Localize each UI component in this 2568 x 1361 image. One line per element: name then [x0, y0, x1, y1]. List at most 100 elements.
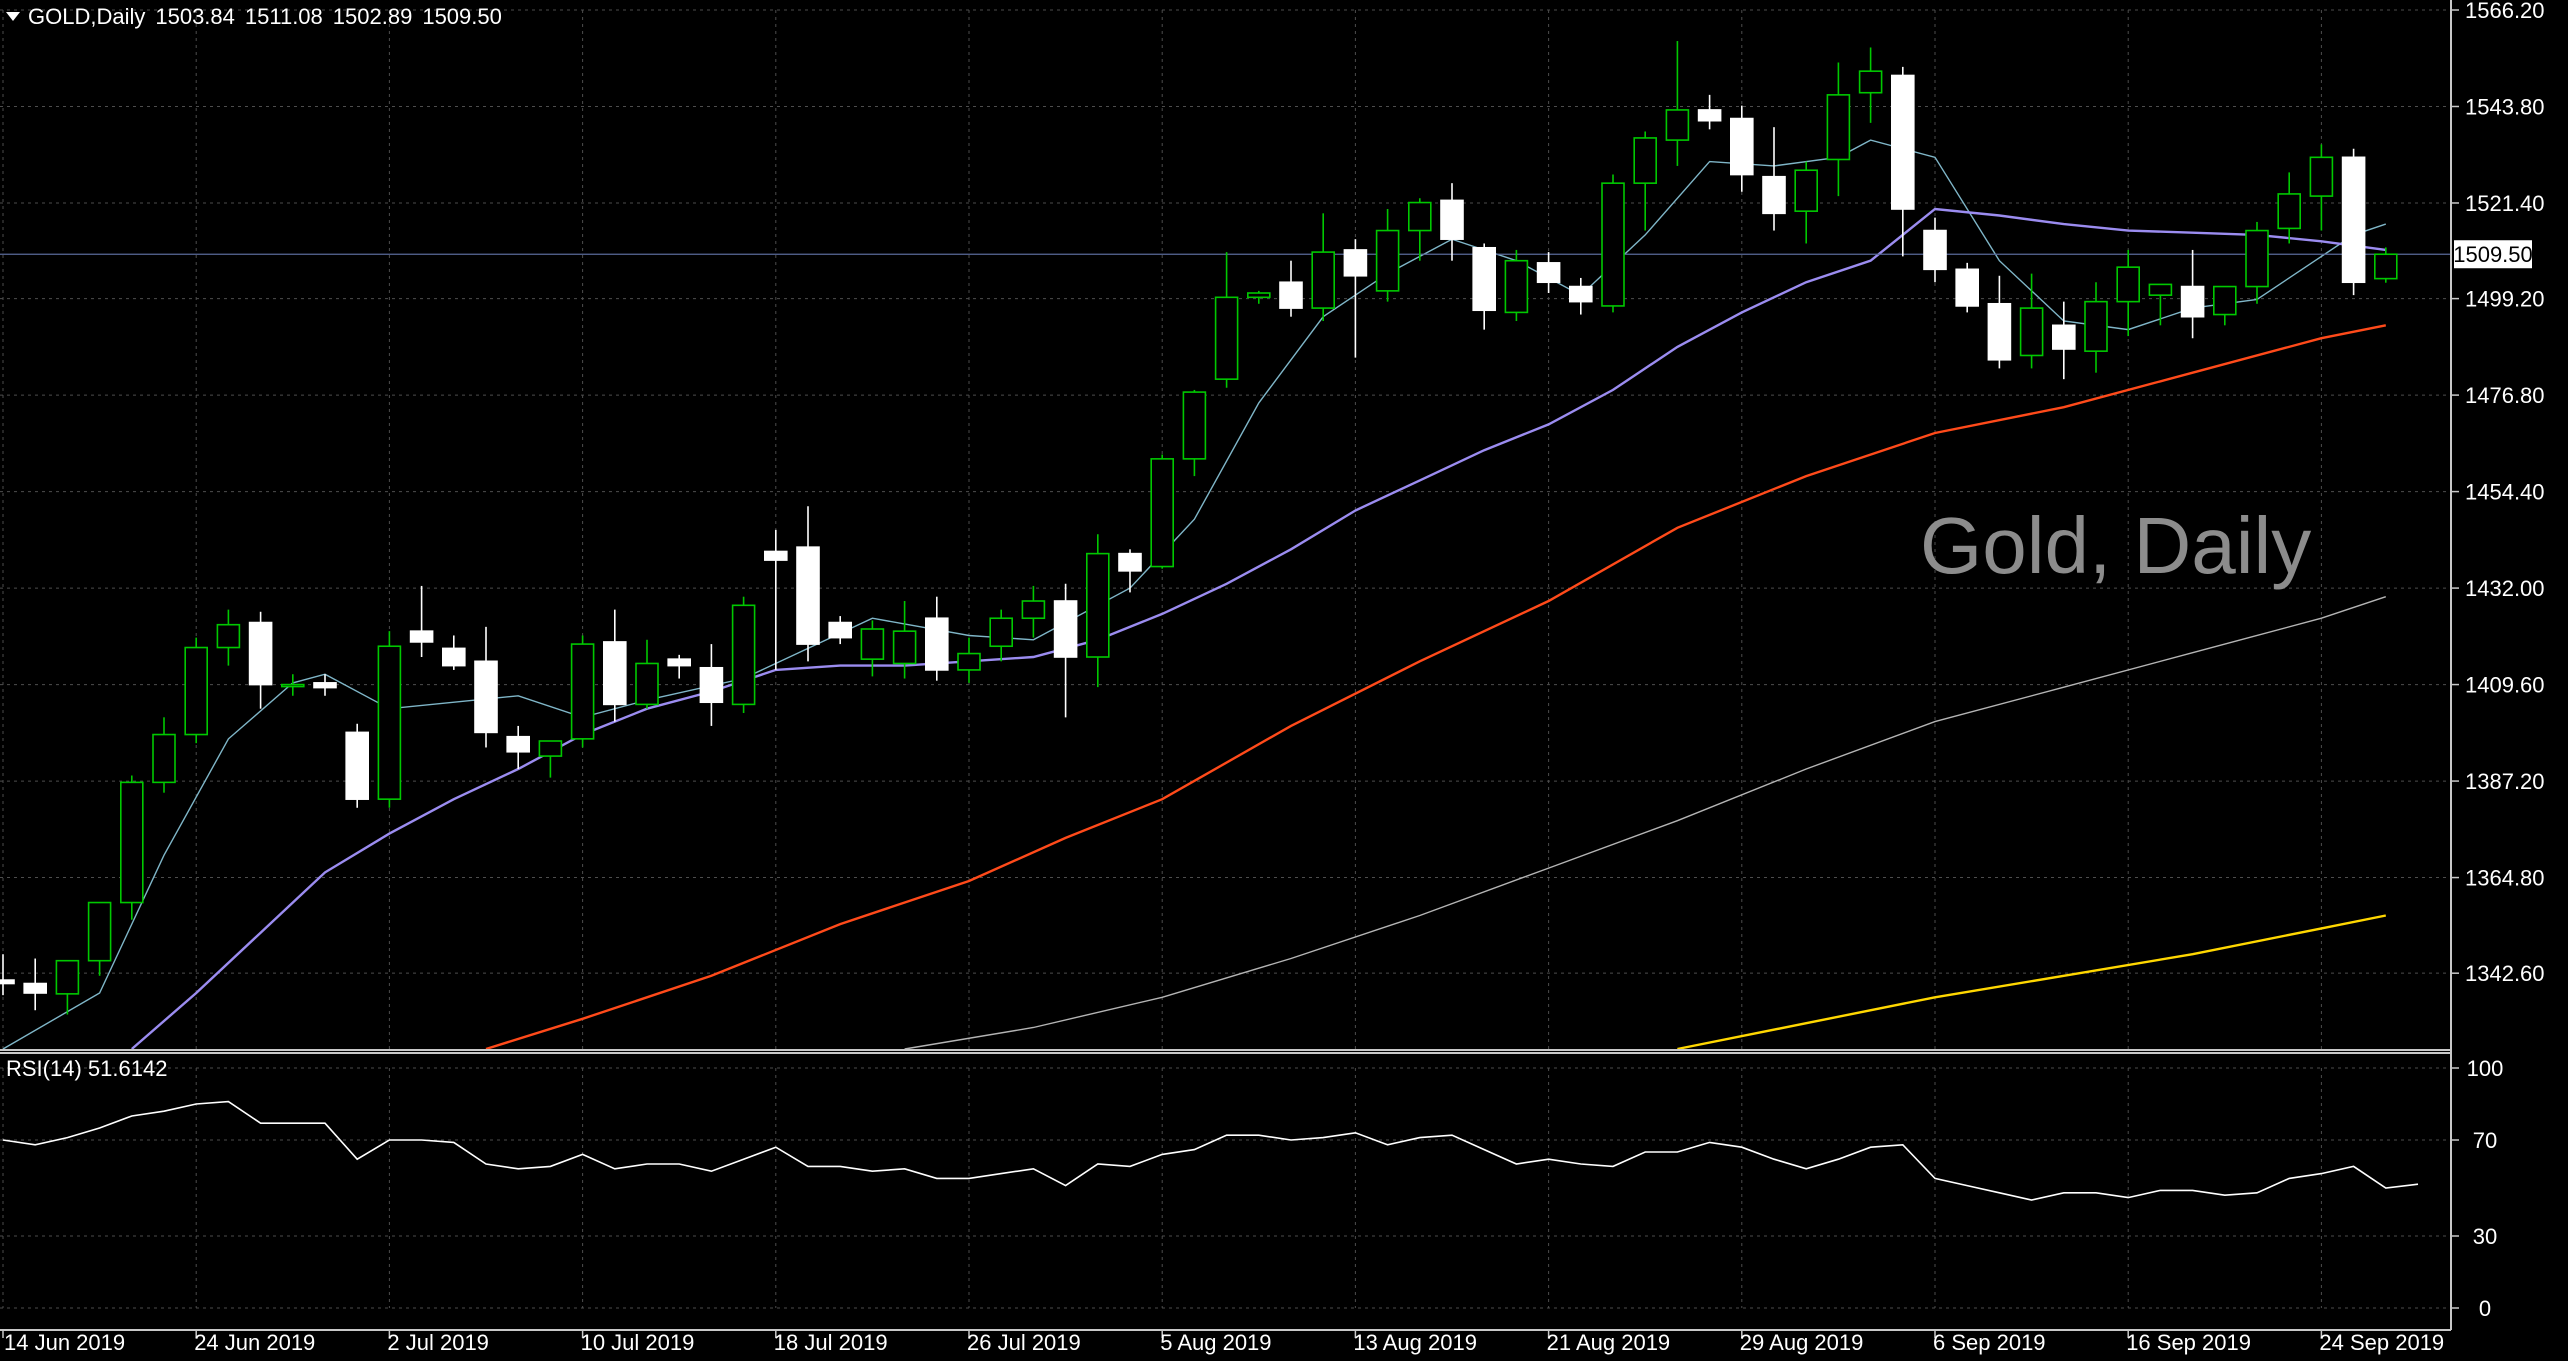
candle-body — [828, 621, 853, 639]
candle-body — [1311, 251, 1335, 309]
price-tick-label: 1342.60 — [2465, 961, 2545, 986]
candle-body — [55, 959, 80, 995]
rsi-tick-label: 100 — [2467, 1056, 2504, 1081]
current-price-marker — [2454, 240, 2532, 269]
rsi-tick-label: 70 — [2473, 1128, 2497, 1153]
rsi-tick-label: 30 — [2473, 1224, 2497, 1249]
candle-body — [184, 646, 208, 736]
candle-body — [2148, 283, 2173, 296]
candle-body — [1279, 281, 1303, 309]
price-tick-label: 1521.40 — [2465, 191, 2545, 216]
moving-average-line-ma_100 — [904, 596, 2387, 1050]
candle-body — [2052, 324, 2076, 350]
candle-body — [667, 658, 692, 667]
chart-watermark: Gold, Daily — [1920, 501, 2312, 590]
moving-averages — [0, 139, 2451, 1051]
candle-body — [2309, 156, 2334, 197]
grid — [0, 9, 2451, 1309]
candle-body — [1891, 74, 1915, 210]
candle-body — [1343, 249, 1368, 277]
candle-body — [1633, 137, 1657, 184]
time-tick-label: 29 Aug 2019 — [1740, 1330, 1864, 1355]
candle-body — [1150, 458, 1174, 568]
time-tick-label: 6 Sep 2019 — [1933, 1330, 2046, 1355]
candle-body — [635, 662, 659, 706]
candle-body — [2019, 307, 2044, 357]
candle-body — [1472, 246, 1496, 312]
price-tick-label: 1454.40 — [2465, 480, 2545, 505]
rsi-line — [2, 1100, 2419, 1201]
time-tick-label: 14 Jun 2019 — [4, 1330, 125, 1355]
candle-body — [1665, 109, 1690, 141]
candle-body — [2341, 156, 2366, 284]
time-tick-label: 10 Jul 2019 — [581, 1330, 695, 1355]
price-tick-label: 1499.20 — [2465, 287, 2545, 312]
candle-body — [2374, 253, 2398, 280]
chart-info-bar: GOLD,Daily 1503.84 1511.08 1502.89 1509.50 — [6, 4, 502, 30]
candle-body — [2084, 300, 2108, 352]
candle-body — [1247, 292, 1271, 299]
candle-body — [731, 604, 756, 706]
candle-body — [441, 647, 466, 667]
price-tick-label: 1409.60 — [2465, 673, 2545, 698]
current-price-marker-label: 1509.50 — [2453, 242, 2533, 267]
collapse-triangle-icon[interactable] — [6, 11, 20, 21]
open-value: 1503.84 — [155, 4, 235, 29]
rsi-label: RSI(14) 51.6142 — [6, 1056, 168, 1081]
high-value: 1511.08 — [244, 4, 323, 29]
candle-body — [409, 630, 434, 643]
candle-body — [506, 735, 531, 753]
price-tick-label: 1364.80 — [2465, 866, 2545, 891]
candle-body — [377, 645, 402, 800]
candle-body — [2116, 266, 2140, 303]
close-value: 1509.50 — [422, 4, 502, 29]
candle-body — [699, 666, 724, 704]
time-tick-label: 24 Jun 2019 — [194, 1330, 315, 1355]
price-tick-label: 1476.80 — [2465, 383, 2545, 408]
moving-average-line-ma_fast — [2, 139, 2387, 1050]
rsi-panel — [2, 1100, 2419, 1201]
price-tick-label: 1432.00 — [2465, 576, 2545, 601]
candle-body — [2213, 285, 2237, 316]
candle-body — [1730, 117, 1754, 176]
candle-body — [1053, 600, 1078, 658]
candle-body — [345, 731, 370, 800]
candle-body — [1408, 201, 1432, 232]
symbol-timeframe: GOLD,Daily — [28, 4, 146, 29]
candle-body — [1086, 552, 1110, 658]
candle-body — [1697, 109, 1722, 122]
time-tick-label: 5 Aug 2019 — [1160, 1330, 1271, 1355]
candle-body — [216, 623, 241, 649]
candle-body — [860, 628, 885, 660]
candle-body — [2277, 193, 2301, 230]
candle-body — [1021, 600, 1046, 620]
moving-average-line-ma_20 — [131, 207, 2386, 1050]
candle-body — [1794, 169, 1818, 212]
candle-body — [538, 740, 563, 757]
candle-body — [474, 660, 498, 734]
low-value: 1502.89 — [332, 4, 413, 29]
price-tick-label: 1543.80 — [2465, 94, 2545, 119]
candle-body — [1569, 285, 1593, 303]
candle-body — [796, 546, 820, 645]
candle-body — [1118, 552, 1142, 572]
candle-body — [1375, 229, 1400, 292]
candlesticks — [0, 41, 2398, 1015]
moving-average-line-ma_200 — [1677, 914, 2387, 1051]
candle-body — [1858, 70, 1883, 94]
candle-body — [1536, 262, 1561, 284]
candle-body — [989, 617, 1014, 648]
candle-body — [1601, 182, 1625, 307]
candle-body — [892, 630, 917, 665]
time-tick-label: 18 Jul 2019 — [774, 1330, 888, 1355]
candle-body — [152, 733, 176, 784]
moving-average-line-ma_50 — [485, 324, 2387, 1051]
time-tick-label: 26 Jul 2019 — [967, 1330, 1081, 1355]
candle-body — [0, 979, 15, 985]
candle-body — [1923, 229, 1947, 271]
candle-body — [248, 621, 273, 686]
time-tick-label: 16 Sep 2019 — [2126, 1330, 2251, 1355]
time-tick-label: 21 Aug 2019 — [1547, 1330, 1671, 1355]
